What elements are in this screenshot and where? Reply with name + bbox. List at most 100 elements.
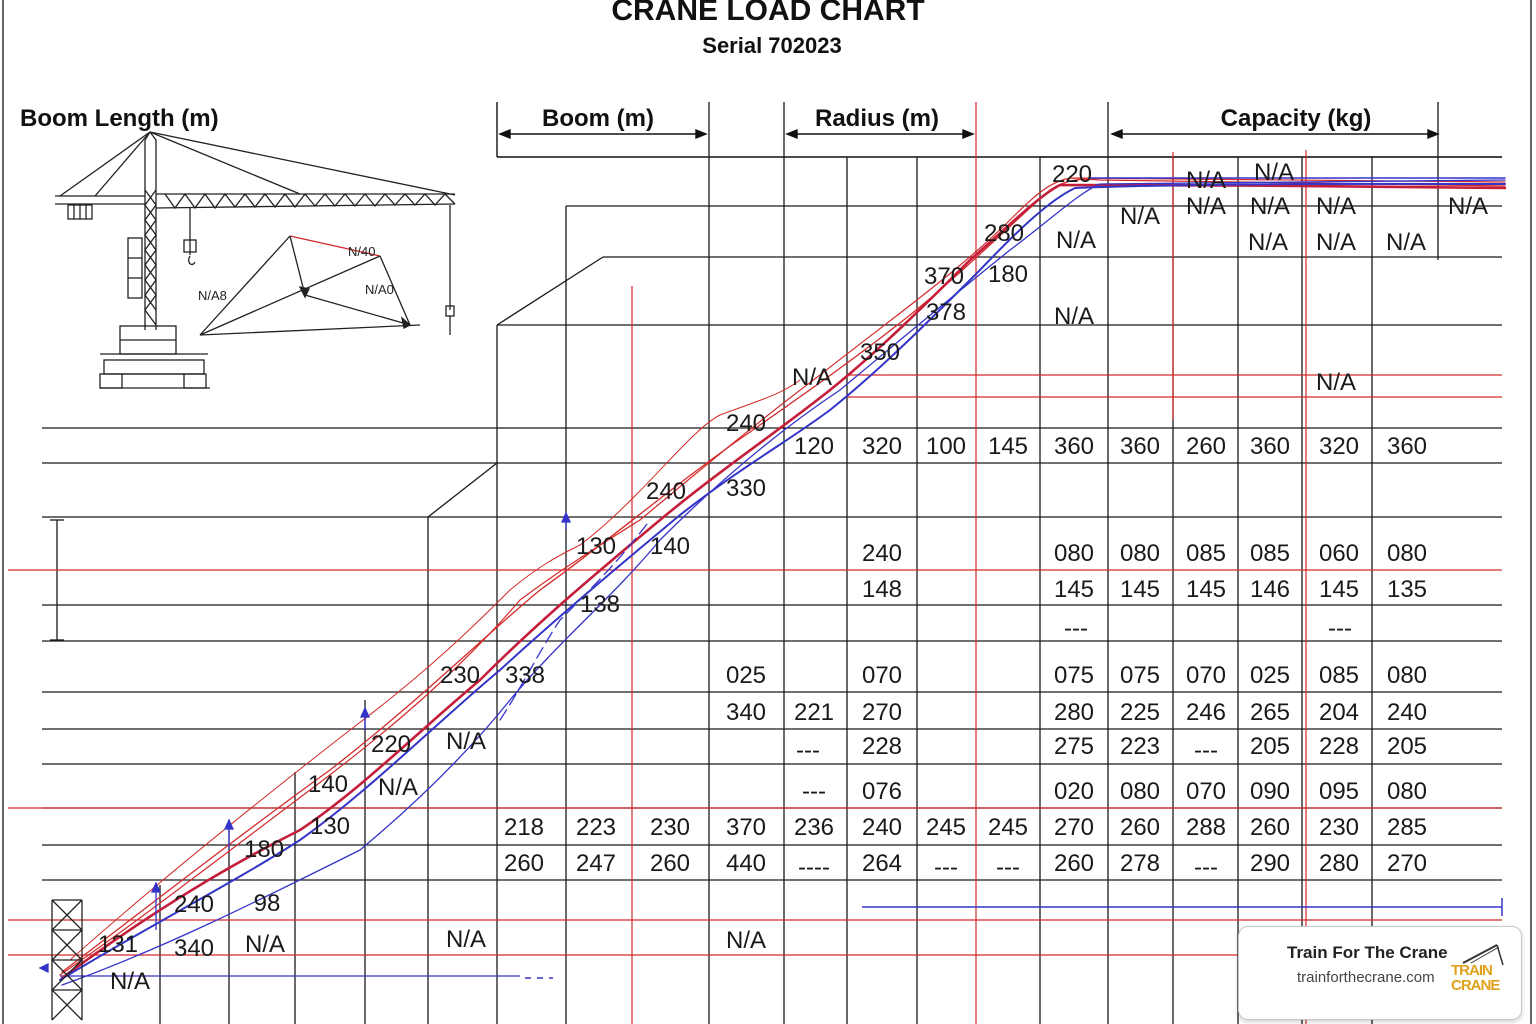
table-cell: N/A — [1186, 167, 1226, 194]
table-cell: 240 — [1387, 699, 1427, 726]
table-cell: 280 — [984, 220, 1024, 247]
table-cell: 130 — [576, 533, 616, 560]
table-cell: 070 — [1186, 778, 1226, 805]
table-cell: N/A — [1254, 159, 1294, 186]
table-cell: 075 — [1120, 662, 1160, 689]
table-cell: --- — [934, 854, 958, 881]
table-cell: 095 — [1319, 778, 1359, 805]
table-cell: 080 — [1387, 778, 1427, 805]
table-cell: N/A — [378, 774, 418, 801]
table-cell: 260 — [1186, 433, 1226, 460]
table-cell: 280 — [1319, 850, 1359, 877]
table-cell: 223 — [1120, 733, 1160, 760]
brand-name: Train For The Crane — [1287, 943, 1448, 962]
brand-logo-icon: TRAIN CRANE — [1449, 941, 1511, 1001]
table-cell: N/A — [110, 968, 150, 995]
table-cell: 240 — [862, 540, 902, 567]
table-cell: 085 — [1186, 540, 1226, 567]
table-cell: 205 — [1387, 733, 1427, 760]
table-cell: 180 — [988, 261, 1028, 288]
curve-red-main — [60, 183, 1507, 980]
table-cell: 131 — [98, 931, 138, 958]
table-cell: 360 — [1250, 433, 1290, 460]
table-cell: 270 — [862, 699, 902, 726]
table-cell: 265 — [1250, 699, 1290, 726]
table-cell: N/A — [1448, 193, 1488, 220]
table-cell: N/A — [446, 926, 486, 953]
table-cell: N/A — [446, 728, 486, 755]
table-cell: 340 — [174, 935, 214, 962]
table-cell: 290 — [1250, 850, 1290, 877]
table-cell: N/A — [1120, 203, 1160, 230]
table-cell: 145 — [1054, 576, 1094, 603]
table-cell: N/A — [1056, 227, 1096, 254]
table-cell: 270 — [1387, 850, 1427, 877]
table-cell: 285 — [1387, 814, 1427, 841]
table-cell: N/A — [1386, 229, 1426, 256]
table-cell: 260 — [1054, 850, 1094, 877]
table-cell: 240 — [726, 410, 766, 437]
table-cell: N/A — [1054, 303, 1094, 330]
table-cell: 270 — [1054, 814, 1094, 841]
table-cell: 246 — [1186, 699, 1226, 726]
table-cell: 228 — [1319, 733, 1359, 760]
table-cell: 260 — [650, 850, 690, 877]
table-cell: 220 — [371, 731, 411, 758]
table-cell: 140 — [650, 533, 690, 560]
table-cell: 080 — [1387, 540, 1427, 567]
table-cell: 076 — [862, 778, 902, 805]
table-cell: 247 — [576, 850, 616, 877]
table-cell: 020 — [1054, 778, 1094, 805]
table-cell: N/A — [245, 931, 285, 958]
table-cell: N/A — [1248, 229, 1288, 256]
header-boom: Boom (m) — [542, 105, 654, 132]
table-cell: 260 — [1250, 814, 1290, 841]
table-cell: N/A — [1250, 193, 1290, 220]
table-cell: --- — [1064, 615, 1088, 642]
diagram-label-2: N/40 — [348, 244, 375, 259]
load-curves — [59, 177, 1507, 986]
table-cell: ---- — [798, 854, 830, 881]
table-cell: 360 — [1120, 433, 1160, 460]
chart-title: CRANE LOAD CHART — [611, 0, 924, 27]
brand-badge[interactable]: Train For The Crane trainforthecrane.com… — [1238, 926, 1522, 1020]
table-cell: 350 — [860, 339, 900, 366]
table-cell: 204 — [1319, 699, 1359, 726]
crane-icon — [55, 131, 456, 389]
table-cell: 025 — [726, 662, 766, 689]
table-cell: 145 — [1186, 576, 1226, 603]
table-cell: 080 — [1387, 662, 1427, 689]
table-cell: 275 — [1054, 733, 1094, 760]
table-cell: 225 — [1120, 699, 1160, 726]
table-cell: N/A — [726, 927, 766, 954]
table-cell: --- — [1328, 615, 1352, 642]
table-cell: 218 — [504, 814, 544, 841]
table-cell: 075 — [1054, 662, 1094, 689]
table-cell: 080 — [1120, 778, 1160, 805]
blue-guide-lines — [525, 898, 1503, 979]
table-cell: 070 — [1186, 662, 1226, 689]
table-cell: --- — [802, 778, 826, 805]
table-grid — [42, 102, 1502, 1024]
table-cell: 378 — [926, 299, 966, 326]
table-cell: 120 — [794, 433, 834, 460]
table-cell: 223 — [576, 814, 616, 841]
diagram-label-1: N/A8 — [198, 288, 227, 303]
table-cell: 260 — [1120, 814, 1160, 841]
table-cell: 245 — [988, 814, 1028, 841]
curve-red-mid — [61, 178, 1506, 973]
table-cell: 138 — [580, 591, 620, 618]
curve-red-thin-upper — [69, 379, 801, 961]
table-cell: 080 — [1054, 540, 1094, 567]
logo-text-top: TRAIN — [1451, 962, 1493, 979]
mast-icon — [51, 899, 83, 1021]
table-cell: N/A — [1316, 369, 1356, 396]
table-cell: 245 — [926, 814, 966, 841]
table-cell: 080 — [1120, 540, 1160, 567]
table-cell: 205 — [1250, 733, 1290, 760]
brand-url[interactable]: trainforthecrane.com — [1297, 969, 1435, 986]
table-cell: N/A — [1186, 193, 1226, 220]
table-cell: 100 — [926, 433, 966, 460]
table-cell: 145 — [1120, 576, 1160, 603]
table-cell: 320 — [862, 433, 902, 460]
